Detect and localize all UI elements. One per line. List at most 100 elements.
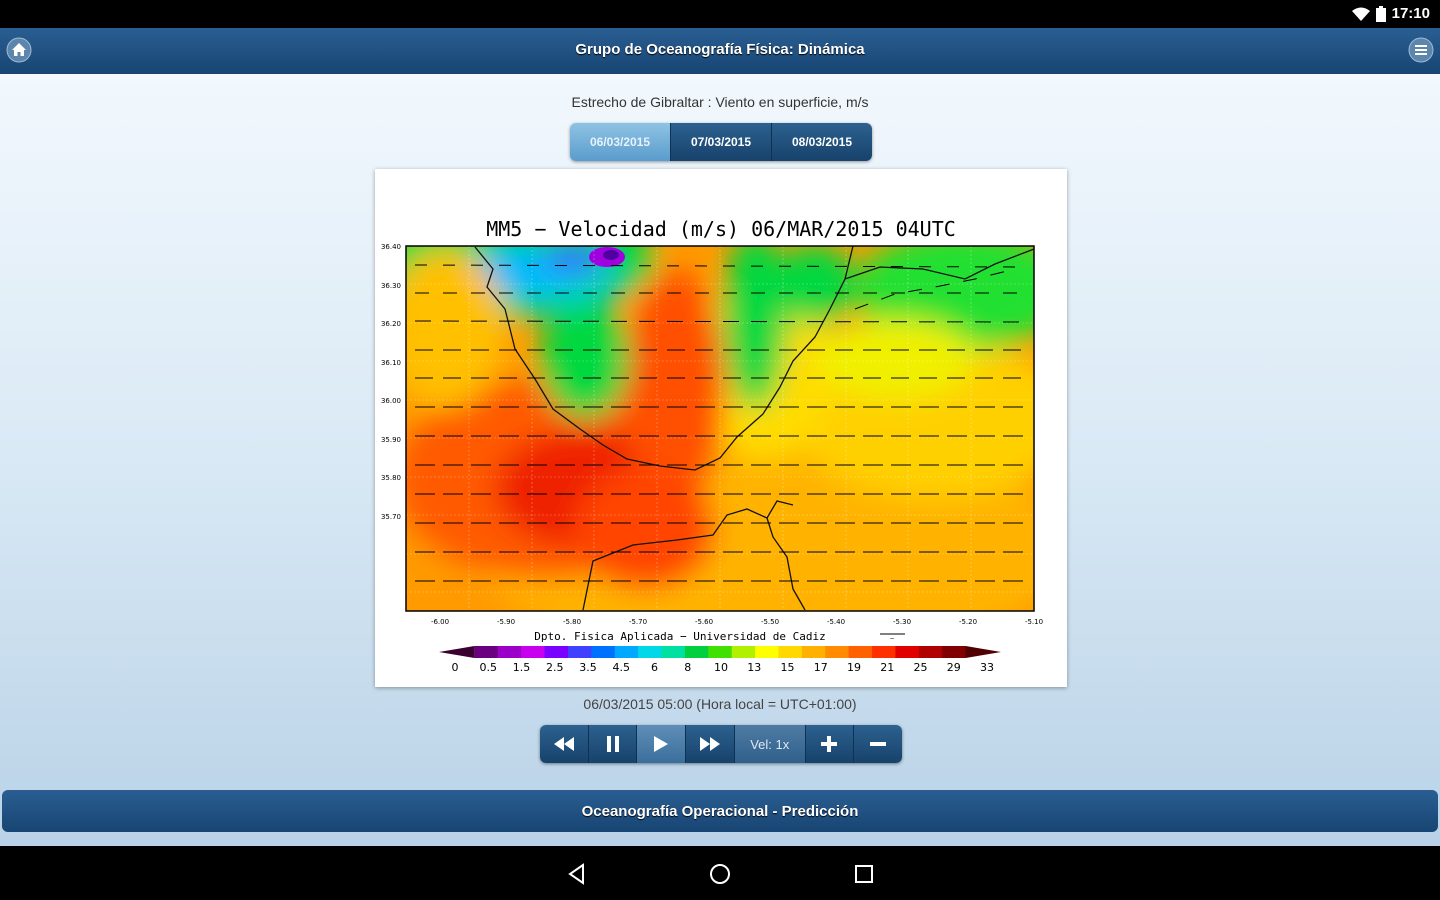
- recents-button[interactable]: [850, 860, 878, 888]
- home-button[interactable]: [5, 36, 33, 64]
- svg-text:~: ~: [890, 636, 894, 643]
- y-tick: 35.90: [381, 436, 401, 444]
- home-nav-button[interactable]: [706, 860, 734, 888]
- app-title: Grupo de Oceanografía Física: Dinámica: [575, 41, 865, 58]
- date-tab-2[interactable]: 07/03/2015: [671, 123, 772, 161]
- speed-down-button[interactable]: [854, 725, 902, 763]
- menu-button[interactable]: [1407, 36, 1435, 64]
- y-tick: 36.00: [381, 397, 401, 405]
- chart-title: MM5 − Velocidad (m/s) 06/MAR/2015 04UTC: [486, 217, 956, 241]
- timestamp-caption: 06/03/2015 05:00 (Hora local = UTC+01:00…: [583, 696, 857, 712]
- minus-icon: [870, 742, 887, 746]
- back-button[interactable]: [563, 860, 591, 888]
- back-icon: [568, 863, 584, 885]
- speed-indicator[interactable]: Vel: 1x: [734, 725, 806, 763]
- colorbar-swatch: [567, 646, 592, 658]
- coastline: [474, 246, 1034, 611]
- chart-credit: Dpto. Fisica Aplicada − Universidad de C…: [534, 630, 825, 643]
- colorbar-swatch: [942, 646, 967, 658]
- colorbar-swatch: [614, 646, 639, 658]
- forecast-map: MM5 − Velocidad (m/s) 06/MAR/2015 04UTC: [375, 169, 1067, 687]
- colorbar-label: 8: [684, 661, 691, 674]
- plus-icon: [821, 736, 838, 752]
- status-time: 17:10: [1391, 5, 1430, 22]
- y-tick: 36.20: [381, 320, 401, 328]
- y-axis-ticks: 36.40 36.30 36.20 36.10 36.00 35.90 35.8…: [381, 243, 401, 521]
- playback-controls: Vel: 1x: [540, 725, 902, 763]
- page-subtitle: Estrecho de Gibraltar : Viento en superf…: [571, 94, 869, 110]
- x-tick: -5.60: [695, 618, 713, 626]
- colorbar-swatch: [755, 646, 779, 658]
- colorbar-swatch: [521, 646, 546, 658]
- colorbar-swatch: [872, 646, 896, 658]
- battery-icon: [1375, 5, 1386, 22]
- colorbar-label: 6: [651, 661, 658, 674]
- colorbar-label: 13: [747, 661, 761, 674]
- colorbar-swatch: [638, 646, 663, 658]
- y-tick: 36.30: [381, 282, 401, 290]
- x-tick: -5.50: [761, 618, 779, 626]
- colorbar-swatch: [918, 646, 943, 658]
- fast-forward-button[interactable]: [686, 725, 735, 763]
- wind-speed-chart: MM5 − Velocidad (m/s) 06/MAR/2015 04UTC: [381, 217, 1043, 674]
- recents-icon: [855, 865, 873, 883]
- colorbar-swatch: [731, 646, 756, 658]
- home-icon: [6, 37, 32, 63]
- colorbar-swatch: [895, 646, 920, 658]
- date-selector: 06/03/2015 07/03/2015 08/03/2015: [570, 123, 872, 161]
- pause-button[interactable]: [588, 725, 638, 763]
- colorbar: [439, 646, 1001, 658]
- colorbar-swatch: [825, 646, 850, 658]
- colorbar-swatch: [544, 646, 569, 658]
- pause-icon: [606, 736, 619, 752]
- y-tick: 35.70: [381, 513, 401, 521]
- play-icon: [654, 736, 669, 752]
- colorbar-swatch: [684, 646, 709, 658]
- colorbar-swatch: [848, 646, 873, 658]
- colorbar-label: 2.5: [546, 661, 564, 674]
- x-tick: -5.80: [563, 618, 581, 626]
- colorbar-label: 25: [914, 661, 928, 674]
- plot-frame: [405, 245, 1035, 612]
- heatmap-field: [406, 246, 1034, 611]
- rewind-icon: [553, 737, 574, 751]
- status-bar: 17:10: [0, 0, 1440, 28]
- footer-label: Oceanografía Operacional - Predicción: [581, 803, 859, 820]
- colorbar-swatch: [474, 646, 499, 658]
- colorbar-label: 0: [452, 661, 459, 674]
- x-tick: -6.00: [431, 618, 449, 626]
- colorbar-label: 0.5: [480, 661, 498, 674]
- x-tick: -5.40: [827, 618, 845, 626]
- wind-vectors: [414, 264, 1026, 582]
- footer-bar[interactable]: Oceanografía Operacional - Predicción: [2, 790, 1438, 832]
- colorbar-label: 29: [947, 661, 961, 674]
- play-button[interactable]: [637, 725, 687, 763]
- content-area: Estrecho de Gibraltar : Viento en superf…: [0, 74, 1440, 846]
- app-header: Grupo de Oceanografía Física: Dinámica: [0, 28, 1440, 75]
- colorbar-label: 10: [714, 661, 728, 674]
- date-tab-1[interactable]: 06/03/2015: [570, 123, 671, 161]
- colorbar-swatch: [661, 646, 686, 658]
- wifi-icon: [1351, 7, 1370, 21]
- colorbar-label: 1.5: [513, 661, 531, 674]
- colorbar-label: 33: [980, 661, 994, 674]
- x-tick: -5.30: [893, 618, 911, 626]
- x-tick: -5.20: [959, 618, 977, 626]
- north-arrow-icon: ~: [880, 633, 905, 643]
- colorbar-swatch: [497, 646, 522, 658]
- rewind-button[interactable]: [540, 725, 589, 763]
- colorbar-label: 4.5: [613, 661, 631, 674]
- colorbar-swatch: [965, 646, 1001, 658]
- colorbar-swatch: [591, 646, 616, 658]
- speed-up-button[interactable]: [805, 725, 855, 763]
- colorbar-swatch: [778, 646, 803, 658]
- colorbar-labels: 0 0.5 1.5 2.5 3.5 4.5 6 8 10 13 15 17 19 21 25 29 33: [452, 661, 995, 674]
- x-tick: -5.90: [497, 618, 515, 626]
- y-tick: 36.40: [381, 243, 401, 251]
- y-tick: 35.80: [381, 474, 401, 482]
- date-tab-3[interactable]: 08/03/2015: [772, 123, 872, 161]
- colorbar-swatch: [439, 646, 475, 658]
- navigation-bar: [0, 846, 1440, 900]
- colorbar-label: 3.5: [579, 661, 597, 674]
- hamburger-menu-icon: [1408, 37, 1434, 63]
